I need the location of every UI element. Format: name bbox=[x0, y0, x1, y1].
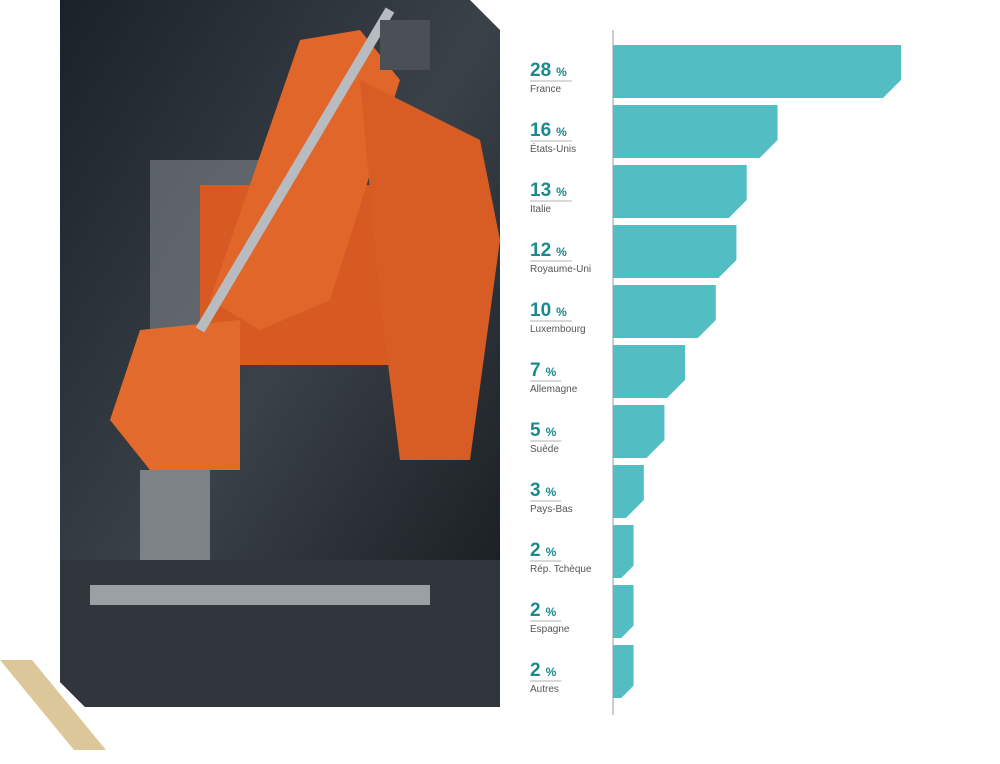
value-label: 2% bbox=[530, 540, 557, 561]
value-label: 2% bbox=[530, 660, 557, 681]
value-number: 5 bbox=[530, 420, 541, 441]
value-label: 2% bbox=[530, 600, 557, 621]
value-unit: % bbox=[556, 185, 567, 199]
value-unit: % bbox=[546, 545, 557, 559]
bar bbox=[613, 45, 901, 98]
value-number: 13 bbox=[530, 180, 551, 201]
bar bbox=[613, 525, 634, 578]
bar bbox=[613, 225, 737, 278]
value-label: 13% bbox=[530, 180, 567, 201]
value-unit: % bbox=[546, 485, 557, 499]
value-number: 12 bbox=[530, 240, 551, 261]
value-number: 10 bbox=[530, 300, 551, 321]
value-unit: % bbox=[546, 665, 557, 679]
value-label: 5% bbox=[530, 420, 557, 441]
value-number: 16 bbox=[530, 120, 551, 141]
value-number: 2 bbox=[530, 540, 541, 561]
category-label: Allemagne bbox=[530, 384, 578, 395]
decor-stripe bbox=[0, 660, 106, 750]
value-number: 2 bbox=[530, 660, 541, 681]
value-unit: % bbox=[556, 305, 567, 319]
value-label: 16% bbox=[530, 120, 567, 141]
value-unit: % bbox=[556, 125, 567, 139]
bar bbox=[613, 585, 634, 638]
value-number: 2 bbox=[530, 600, 541, 621]
value-unit: % bbox=[556, 65, 567, 79]
photo bbox=[60, 0, 500, 707]
value-label: 12% bbox=[530, 240, 567, 261]
category-label: France bbox=[530, 84, 562, 95]
value-label: 10% bbox=[530, 300, 567, 321]
value-label: 7% bbox=[530, 360, 557, 381]
category-label: Autres bbox=[530, 684, 559, 695]
bar bbox=[613, 285, 716, 338]
category-label: Italie bbox=[530, 204, 552, 215]
value-unit: % bbox=[556, 245, 567, 259]
category-label: Espagne bbox=[530, 624, 570, 635]
category-label: Royaume-Uni bbox=[530, 264, 591, 275]
category-label: Luxembourg bbox=[530, 324, 586, 335]
bar bbox=[613, 345, 685, 398]
bar bbox=[613, 645, 634, 698]
category-label: Rép. Tchèque bbox=[530, 564, 592, 575]
value-number: 28 bbox=[530, 60, 551, 81]
value-unit: % bbox=[546, 425, 557, 439]
value-label: 28% bbox=[530, 60, 567, 81]
value-unit: % bbox=[546, 605, 557, 619]
category-label: États-Unis bbox=[530, 142, 576, 155]
bar bbox=[613, 105, 778, 158]
category-label: Pays-Bas bbox=[530, 504, 573, 515]
value-unit: % bbox=[546, 365, 557, 379]
value-number: 7 bbox=[530, 360, 541, 381]
bar bbox=[613, 405, 665, 458]
value-number: 3 bbox=[530, 480, 541, 501]
bar bbox=[613, 465, 644, 518]
value-label: 3% bbox=[530, 480, 557, 501]
bar bbox=[613, 165, 747, 218]
category-label: Suède bbox=[530, 444, 559, 455]
